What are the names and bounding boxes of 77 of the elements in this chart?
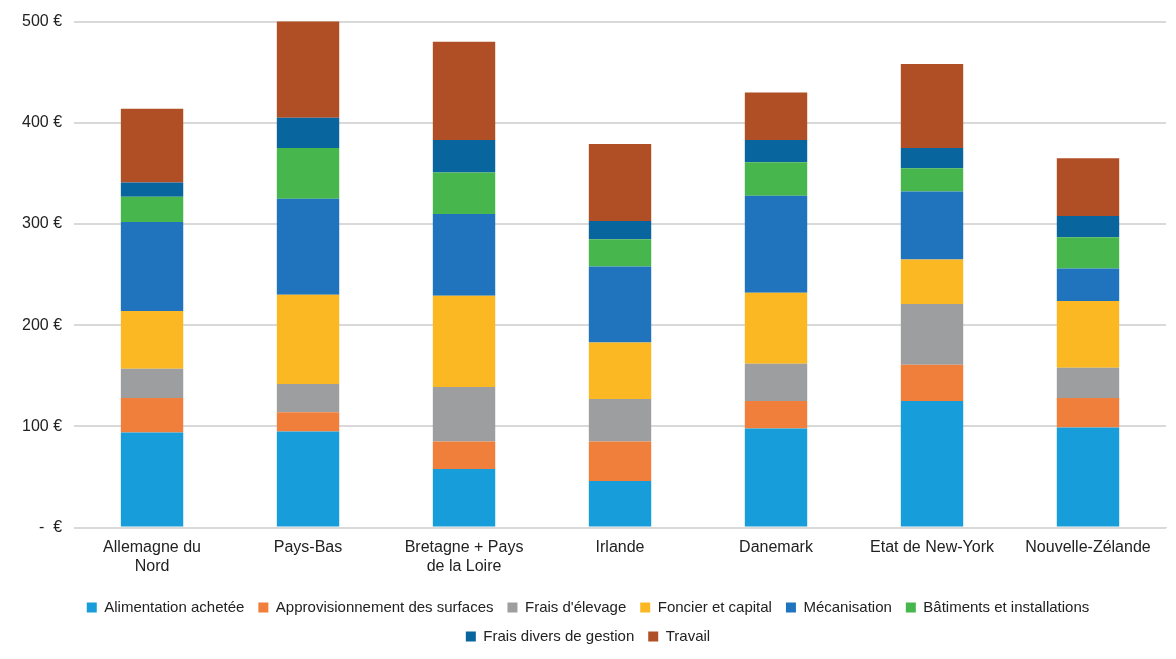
bar [120, 221, 184, 312]
legend-label: Travail [665, 626, 711, 644]
legend-label: Foncier et capital [657, 597, 772, 615]
bar [276, 412, 340, 432]
x-tick-label: Pays-Bas [273, 537, 343, 555]
bar [1056, 300, 1120, 368]
bar [432, 172, 496, 214]
y-tick-label: 200 € [21, 315, 63, 333]
legend-label: Approvisionnement des surfaces [275, 597, 494, 615]
bar [744, 363, 808, 402]
y-tick-label: 400 € [21, 113, 63, 131]
bar [900, 191, 964, 260]
bar [744, 401, 808, 429]
legend-label: Frais divers de gestion [483, 626, 635, 644]
legend-label: Alimentation achetée [104, 597, 245, 615]
bar [1056, 158, 1120, 216]
bar [120, 398, 184, 433]
bar [900, 64, 964, 149]
bar [744, 292, 808, 364]
bar [432, 468, 496, 527]
bar [120, 108, 184, 183]
x-tick-label: Allemagne du Nord [103, 537, 201, 574]
bar [588, 399, 652, 442]
x-tick-label: Etat de New-York [870, 537, 995, 555]
bar [432, 295, 496, 387]
bar [744, 428, 808, 527]
bar [276, 148, 340, 199]
bar [744, 140, 808, 163]
y-tick-label: 100 € [21, 416, 63, 434]
bar [432, 213, 496, 296]
bar [276, 431, 340, 527]
bar [1056, 367, 1120, 399]
y-tick-label: - € [38, 518, 63, 536]
bar [900, 259, 964, 304]
bar [588, 441, 652, 482]
bar [588, 266, 652, 343]
y-tick-label: 300 € [21, 214, 63, 232]
bar [900, 168, 964, 192]
bar [588, 239, 652, 267]
bar [276, 117, 340, 149]
bar [588, 220, 652, 240]
bar [900, 148, 964, 169]
bar [588, 144, 652, 221]
bar [1056, 427, 1120, 527]
bar [120, 368, 184, 399]
bar [900, 364, 964, 402]
legend-label: Mécanisation [803, 597, 892, 615]
bar [744, 195, 808, 293]
bar [432, 41, 496, 140]
bar [120, 432, 184, 527]
bar [1056, 398, 1120, 428]
bar [120, 182, 184, 197]
legend-label: Frais d'élevage [524, 597, 627, 615]
y-tick-label: 500 € [21, 12, 63, 30]
bar [1056, 215, 1120, 238]
legend-label: Bâtiments et installations [923, 597, 1090, 615]
x-tick-label: Nouvelle-Zélande [1025, 537, 1151, 555]
bar [120, 311, 184, 369]
x-tick-label: Danemark [739, 537, 814, 555]
bar [276, 383, 340, 413]
bar [432, 441, 496, 469]
bar [1056, 268, 1120, 301]
bar [900, 401, 964, 527]
bar [744, 92, 808, 140]
bar [276, 294, 340, 384]
bar [120, 196, 184, 222]
bar [432, 140, 496, 173]
bar [1056, 237, 1120, 269]
bar [276, 21, 340, 118]
bar [744, 162, 808, 196]
bar [588, 481, 652, 527]
x-tick-label: Bretagne + Pays de la Loire [404, 537, 524, 574]
bar [900, 303, 964, 365]
bar [588, 342, 652, 400]
x-tick-label: Irlande [595, 537, 645, 555]
bar [432, 386, 496, 442]
bar [276, 198, 340, 295]
